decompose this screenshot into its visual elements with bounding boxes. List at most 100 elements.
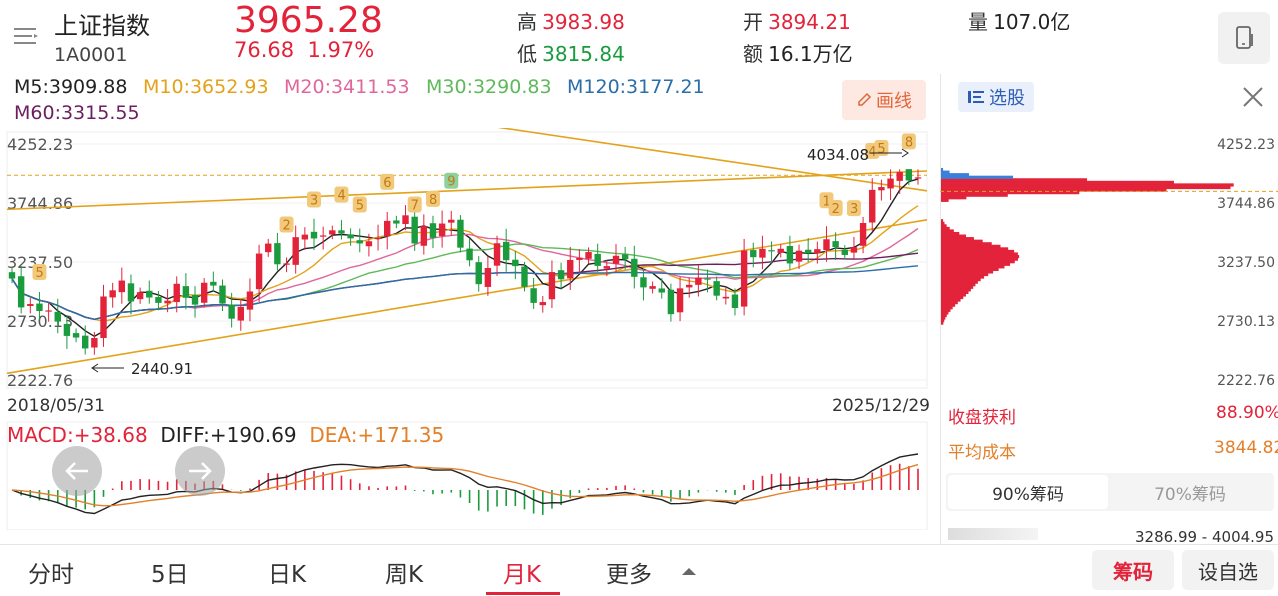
td-marker-label: 1 xyxy=(822,194,830,209)
chip-bar xyxy=(941,180,1174,185)
tab-monthly-k[interactable]: 月K xyxy=(503,562,542,588)
low-stat: 低 3815.84 xyxy=(517,42,625,66)
candle-body xyxy=(804,249,812,254)
quote-header: 上证指数 1A0001 3965.28 76.68 1.97% 高 3983.9… xyxy=(0,0,1278,74)
chip-y-label: 3237.50 xyxy=(1217,255,1275,271)
candle-body xyxy=(338,230,345,234)
candle-body xyxy=(127,283,135,302)
ma-legend: M5:3909.88 M10:3652.93 M20:3411.53 M30:3… xyxy=(0,74,940,130)
tab-weekly-k[interactable]: 周K xyxy=(385,562,424,588)
chip-distribution-panel xyxy=(940,74,1278,544)
chip-bar xyxy=(941,185,1231,190)
ma10-line xyxy=(11,205,919,322)
candle-body xyxy=(255,253,263,290)
volume-stat: 量 107.0亿 xyxy=(968,10,1071,34)
candle-body xyxy=(365,241,373,247)
td-marker-label: 2 xyxy=(832,202,840,217)
candle-body xyxy=(603,266,611,269)
chip-bar xyxy=(941,267,999,271)
ma-lines xyxy=(11,178,919,338)
candle-body xyxy=(182,286,190,298)
candle-body xyxy=(448,219,455,223)
macd-chart[interactable] xyxy=(0,420,940,530)
select-stock-button[interactable]: 选股 xyxy=(958,82,1034,112)
macd-legend: MACD:+38.68 DIFF:+190.69 DEA:+171.35 xyxy=(7,423,444,447)
chart-frame xyxy=(6,131,928,389)
index-code: 1A0001 xyxy=(54,44,128,66)
candle-body xyxy=(457,219,464,248)
candle-body xyxy=(502,241,510,261)
range-bar xyxy=(948,528,1038,540)
candle-body xyxy=(191,294,199,305)
chips-button[interactable]: 筹码 xyxy=(1092,550,1174,590)
td-marker-bg xyxy=(425,190,440,207)
chip-bar xyxy=(941,239,983,243)
caret-up-icon[interactable] xyxy=(680,565,698,577)
tab-more[interactable]: 更多 xyxy=(606,562,652,588)
candle-body xyxy=(210,281,217,286)
falling-line xyxy=(497,128,928,192)
tab-intraday[interactable]: 分时 xyxy=(28,562,74,588)
chip-bar xyxy=(941,175,1014,179)
chip-bar xyxy=(941,173,970,177)
candle-body xyxy=(795,250,803,262)
td-marker-bg xyxy=(380,173,395,190)
candle-body xyxy=(859,222,867,246)
candle-body xyxy=(878,187,885,191)
td-marker-label: 8 xyxy=(905,135,913,150)
candle-body xyxy=(274,243,281,265)
chip-bar xyxy=(941,318,945,323)
candle-body xyxy=(429,223,437,238)
tab-daily-k[interactable]: 日K xyxy=(268,562,307,588)
candle-body xyxy=(420,226,428,246)
candle-body xyxy=(91,337,98,348)
candle-body xyxy=(841,249,848,255)
chip-bar xyxy=(941,254,1020,259)
candle-body xyxy=(219,285,226,304)
tab-5day[interactable]: 5日 xyxy=(151,562,189,588)
chip-bar xyxy=(941,288,971,292)
chip-y-label: 2730.13 xyxy=(1217,314,1275,330)
tab-90-chips[interactable]: 90%筹码 xyxy=(948,475,1108,509)
profit-label: 收盘获利 xyxy=(948,408,1016,428)
dea-line xyxy=(11,463,919,507)
low-mark-label: 2440.91 xyxy=(131,360,193,378)
candle-body xyxy=(173,283,180,303)
td-marker-label: 5 xyxy=(877,142,885,157)
y-tick-label: 3237.50 xyxy=(7,253,73,272)
td-marker-bg xyxy=(874,140,889,157)
candle-body xyxy=(292,237,299,265)
scroll-right-button[interactable] xyxy=(175,446,225,496)
add-favorite-button[interactable]: 设自选 xyxy=(1182,550,1274,590)
chip-bar xyxy=(941,295,964,300)
candle-body xyxy=(374,237,382,239)
td-marker-label: 7 xyxy=(411,198,419,213)
chip-bar xyxy=(941,313,947,318)
candle-body xyxy=(265,243,272,253)
candle-body xyxy=(384,220,391,237)
draw-line-button[interactable]: 画线 xyxy=(842,80,926,120)
candle-body xyxy=(237,306,244,321)
phone-switch-button[interactable] xyxy=(1218,12,1270,64)
candle-body xyxy=(484,267,492,287)
chip-y-label: 3744.86 xyxy=(1217,196,1275,212)
chip-bar xyxy=(941,270,994,274)
chip-bar xyxy=(941,221,945,225)
chip-bar xyxy=(941,168,944,172)
resistance-line xyxy=(6,170,928,211)
tab-70-chips[interactable]: 70%筹码 xyxy=(1154,484,1226,505)
candle-body xyxy=(704,278,711,280)
y-tick-label: 2222.76 xyxy=(7,371,73,390)
trend-lines xyxy=(6,128,928,375)
chip-bar xyxy=(941,229,954,233)
chip-bar xyxy=(941,178,1088,182)
candle-body xyxy=(438,223,446,237)
scroll-left-button[interactable] xyxy=(52,446,102,496)
menu-lines-icon[interactable] xyxy=(10,22,40,50)
chip-range: 3286.99 - 4004.95 xyxy=(1135,528,1275,542)
arrow-right-icon xyxy=(189,462,212,480)
close-icon[interactable] xyxy=(1240,84,1266,110)
td-marker-label: 6 xyxy=(383,176,391,191)
macd-histogram xyxy=(20,463,919,515)
